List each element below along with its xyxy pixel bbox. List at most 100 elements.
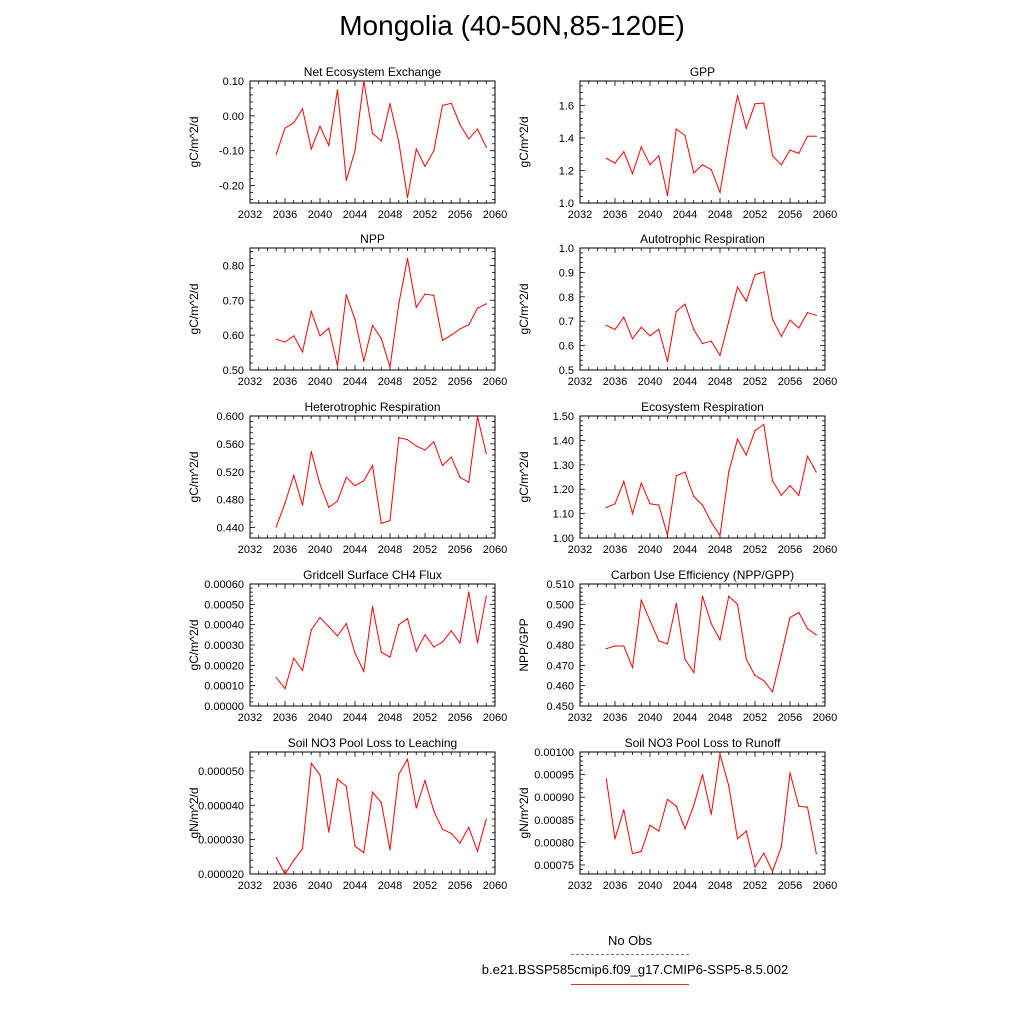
data-point [806, 806, 809, 808]
y-tick-label: 0.00030 [204, 640, 244, 652]
data-point [275, 856, 277, 859]
data-point [328, 144, 330, 147]
data-point [468, 138, 470, 140]
series-line [605, 754, 817, 873]
data-point [468, 324, 470, 326]
data-point [806, 455, 809, 457]
data-point [701, 595, 704, 597]
chart-panel: Ecosystem Respiration gC/m^2/d 2032 2036 204… [517, 400, 837, 556]
y-axis-label: gN/m^2/d [517, 788, 531, 839]
data-point [485, 818, 487, 820]
x-tick-label: 2052 [413, 880, 437, 892]
x-tick-label: 2032 [568, 880, 592, 892]
data-point [319, 774, 321, 776]
x-tick-label: 2044 [343, 544, 367, 556]
data-point [693, 172, 695, 174]
data-point [675, 475, 677, 477]
x-tick-label: 2048 [708, 880, 732, 892]
data-point [763, 102, 765, 104]
data-point [468, 591, 470, 593]
x-tick-label: 2060 [813, 712, 837, 724]
plot-frame [579, 751, 826, 875]
y-tick-label: 0.00040 [204, 620, 244, 632]
chart-panel: Soil NO3 Pool Loss to Runoff gN/m^2/d 2032… [517, 736, 837, 892]
data-point [640, 850, 642, 853]
y-tick-label: 0.00100 [534, 747, 574, 759]
x-tick-label: 2056 [778, 376, 802, 388]
data-point [728, 471, 730, 473]
data-point [354, 318, 356, 321]
data-point [693, 804, 695, 806]
y-tick-label: 0.440 [216, 523, 244, 535]
data-point [476, 850, 479, 852]
data-point [301, 504, 304, 506]
data-point [631, 513, 634, 515]
x-tick-label: 2048 [708, 376, 732, 388]
data-point [719, 753, 721, 755]
data-point [450, 102, 452, 104]
data-point [614, 328, 616, 331]
series-line [606, 95, 817, 196]
data-point [301, 108, 304, 110]
data-point [728, 320, 730, 322]
data-point [380, 140, 382, 142]
data-point [433, 150, 435, 152]
data-point [666, 534, 669, 536]
data-point [441, 464, 444, 467]
y-tick-label: 0.450 [546, 701, 574, 713]
data-point [719, 354, 721, 356]
data-point [666, 195, 669, 197]
data-point [640, 146, 642, 148]
series-line [276, 258, 487, 368]
x-tick-label: 2048 [708, 209, 732, 221]
data-point [701, 164, 704, 166]
y-tick-label: 1.2 [559, 165, 574, 177]
data-point [441, 339, 444, 341]
data-point [406, 257, 409, 260]
data-point [389, 849, 391, 851]
data-point [780, 494, 782, 496]
data-point [380, 522, 382, 524]
data-point [363, 80, 365, 82]
x-tick-label: 2056 [778, 544, 802, 556]
x-tick-label: 2044 [673, 712, 697, 724]
data-point [736, 603, 739, 605]
chart-title: GPP [690, 65, 715, 79]
data-point [441, 641, 444, 643]
legend-run-line [571, 984, 689, 985]
data-point [328, 506, 330, 508]
data-point [763, 423, 765, 426]
data-point [450, 630, 452, 632]
data-point [815, 471, 817, 473]
data-point [293, 335, 295, 337]
data-point [815, 634, 817, 636]
data-point [336, 365, 339, 367]
y-tick-label: 1.50 [553, 411, 574, 423]
x-tick-label: 2056 [448, 376, 472, 388]
data-point [693, 495, 695, 498]
data-point [415, 306, 417, 308]
data-point [649, 620, 651, 622]
data-point [476, 128, 479, 130]
y-tick-label: 1.10 [553, 509, 574, 521]
y-tick-label: 1.0 [559, 198, 574, 210]
x-tick-label: 2052 [413, 544, 437, 556]
y-tick-label: 1.0 [559, 243, 574, 255]
data-point [328, 831, 330, 833]
data-point [301, 351, 304, 353]
data-point [798, 494, 800, 496]
y-tick-label: 0.6 [559, 341, 574, 353]
y-tick-label: 0.00010 [204, 681, 244, 693]
chart-panel: Net Ecosystem Exchange gC/m^2/d 2032 2036 20… [187, 65, 507, 221]
y-tick-label: 0.470 [546, 660, 574, 672]
plot-frame [579, 415, 826, 539]
series-line [606, 423, 817, 538]
data-point [468, 481, 470, 483]
data-point [389, 656, 391, 658]
data-point [763, 852, 765, 854]
data-point [363, 480, 365, 482]
chart-title: Gridcell Surface CH4 Flux [303, 568, 442, 582]
y-tick-label: 0.560 [216, 439, 244, 451]
data-point [771, 155, 774, 157]
data-point [763, 271, 765, 273]
